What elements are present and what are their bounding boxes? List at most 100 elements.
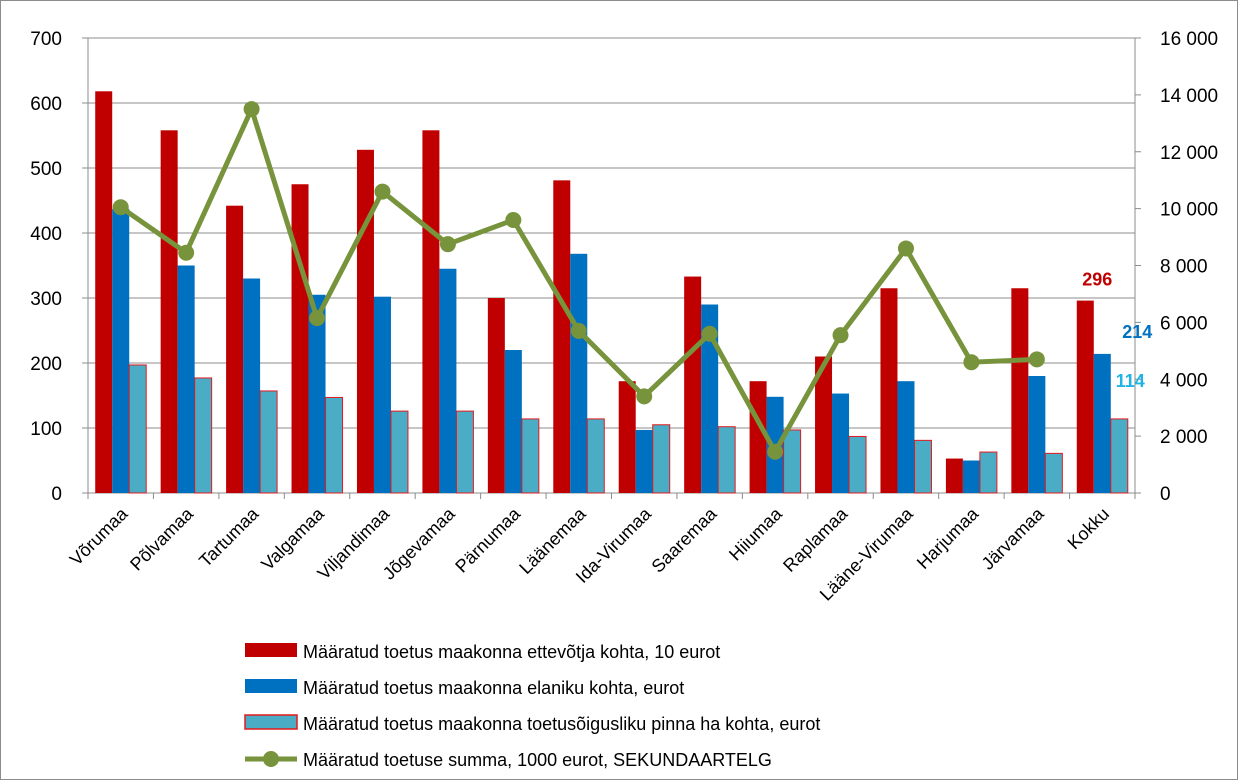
legend-swatch — [245, 679, 297, 693]
data-label-1: 296 — [1082, 270, 1112, 290]
bar-1 — [95, 91, 113, 494]
bar-1 — [1076, 300, 1094, 493]
bar-3 — [194, 377, 213, 494]
legend-swatch — [244, 714, 298, 730]
bar-3 — [390, 410, 409, 494]
bar-3 — [717, 426, 736, 494]
y-tick-label: 500 — [30, 159, 62, 180]
line-point — [178, 244, 195, 261]
bar-3 — [1110, 418, 1129, 494]
bar-3 — [325, 396, 344, 494]
legend-label: Määratud toetuse summa, 1000 eurot, SEKU… — [303, 750, 772, 770]
y2-tick-label: 2 000 — [1160, 427, 1208, 448]
bar-1 — [880, 288, 898, 493]
x-tick-label: Järvamaa — [978, 503, 1049, 574]
y-tick-label: 200 — [30, 354, 62, 375]
data-label-3: 114 — [1116, 371, 1145, 391]
y2-tick-label: 4 000 — [1160, 370, 1208, 391]
line-point — [374, 183, 391, 200]
y2-tick-label: 14 000 — [1160, 86, 1218, 107]
y-tick-label: 0 — [51, 484, 62, 505]
legend-label: Määratud toetus maakonna toetusõigusliku… — [303, 714, 820, 734]
y-tick-label: 300 — [30, 289, 62, 310]
bar-2 — [1028, 376, 1046, 493]
line-point — [112, 199, 129, 216]
bar-1 — [815, 356, 833, 493]
bar-2 — [243, 278, 261, 493]
line-point — [636, 388, 653, 405]
bar-3 — [586, 418, 605, 494]
bar-1 — [684, 276, 702, 493]
y2-tick-label: 12 000 — [1160, 143, 1218, 164]
bar-1 — [553, 180, 571, 493]
x-tick-label: Valgamaa — [257, 503, 328, 574]
bar-1 — [945, 458, 963, 493]
line-point — [963, 354, 980, 371]
bar-3 — [1044, 452, 1063, 494]
y2-tick-label: 6 000 — [1160, 313, 1208, 334]
y-tick-label: 600 — [30, 94, 62, 115]
bar-3 — [652, 424, 671, 494]
x-tick-label: Pärnumaa — [451, 503, 525, 577]
bar-2 — [177, 265, 195, 493]
legend-marker — [263, 751, 279, 767]
x-tick-label: Tartumaa — [195, 503, 263, 571]
bar-2 — [504, 350, 522, 493]
bar-2 — [832, 393, 850, 493]
y2-tick-label: 8 000 — [1160, 257, 1208, 278]
bar-2 — [112, 208, 130, 493]
bar-2 — [701, 304, 719, 493]
x-tick-label: Võrumaa — [66, 503, 132, 569]
bar-1 — [160, 130, 178, 494]
line-point — [1028, 351, 1045, 368]
bar-3 — [913, 439, 932, 494]
x-tick-label: Saaremaa — [648, 503, 722, 577]
line-point — [767, 443, 784, 460]
bar-2 — [897, 381, 915, 493]
x-tick-label: Jõgevamaa — [379, 503, 460, 584]
bar-2 — [373, 296, 391, 493]
line-point — [243, 101, 260, 118]
x-tick-label: Kokku — [1064, 504, 1114, 554]
bar-1 — [422, 130, 440, 494]
bar-1 — [1011, 288, 1029, 493]
y-tick-label: 100 — [30, 419, 62, 440]
bar-2 — [439, 268, 457, 493]
y2-tick-label: 0 — [1160, 484, 1171, 505]
x-tick-label: Harjumaa — [913, 503, 983, 573]
bar-2 — [635, 429, 653, 493]
line-point — [570, 322, 587, 339]
y2-tick-label: 10 000 — [1160, 200, 1218, 221]
bar-1 — [487, 298, 505, 493]
bar-3 — [455, 410, 474, 494]
y-tick-label: 700 — [30, 29, 62, 50]
x-tick-label: Põlvamaa — [126, 503, 197, 574]
data-label-2: 214 — [1122, 322, 1152, 342]
bar-3 — [848, 435, 867, 494]
bar-1 — [226, 205, 244, 493]
line-point — [701, 325, 718, 342]
legend-label: Määratud toetus maakonna ettevõtja kohta… — [303, 642, 720, 662]
legend-label: Määratud toetus maakonna elaniku kohta, … — [303, 678, 684, 698]
y2-tick-label: 16 000 — [1160, 29, 1218, 50]
bar-2 — [308, 294, 326, 493]
bar-1 — [356, 149, 374, 494]
bar-1 — [291, 184, 309, 493]
line-point — [897, 240, 914, 257]
bar-2 — [962, 460, 980, 493]
line-point — [309, 310, 326, 327]
line-point — [439, 236, 456, 253]
legend-swatch — [245, 643, 297, 657]
line-point — [505, 212, 522, 228]
bar-3 — [979, 451, 998, 494]
bar-2 — [1093, 353, 1111, 493]
bar-3 — [128, 364, 147, 494]
bar-3 — [783, 429, 802, 494]
y-tick-label: 400 — [30, 224, 62, 245]
bar-3 — [259, 390, 278, 494]
bar-2 — [570, 253, 588, 493]
x-tick-label: Hiiumaa — [725, 503, 787, 565]
bar-3 — [521, 418, 540, 494]
line-point — [832, 327, 849, 344]
